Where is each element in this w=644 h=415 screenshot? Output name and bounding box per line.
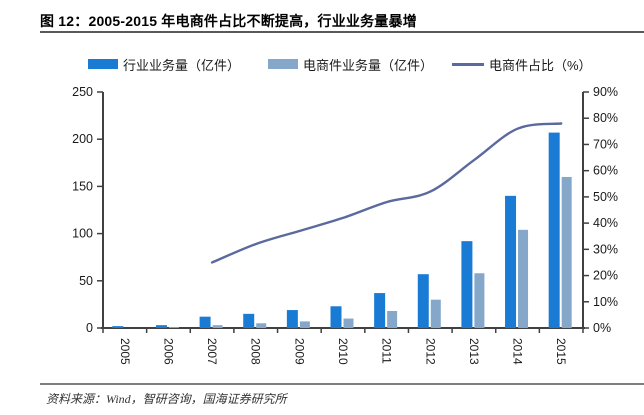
bar-industry (199, 316, 211, 328)
right-axis-tick-label: 30% (593, 242, 618, 256)
x-axis-category-label: 2008 (249, 338, 263, 365)
legend-swatch-ecommerce-share-line (452, 62, 484, 66)
bar-industry (505, 195, 517, 328)
source-note: 资料来源：Wind，智研咨询，国海证券研究所 (46, 392, 287, 406)
footer-divider (40, 383, 644, 385)
x-axis-category-label: 2006 (161, 338, 175, 365)
left-axis-tick-label: 50 (79, 274, 93, 288)
bar-industry (548, 132, 560, 328)
bar-ecommerce (518, 229, 529, 328)
legend-item-industry-volume: 行业业务量（亿件） (88, 56, 241, 73)
x-axis-category-label: 2011 (380, 338, 394, 364)
x-axis-category-label: 2007 (205, 338, 219, 365)
right-axis-tick-label: 10% (593, 295, 618, 309)
left-axis-tick-label: 100 (72, 227, 93, 241)
bar-industry (417, 274, 429, 328)
chart-legend: 行业业务量（亿件） 电商件业务量（亿件） 电商件占比（%） (0, 56, 644, 73)
bar-ecommerce (561, 176, 572, 328)
bar-industry (461, 241, 473, 328)
bar-industry (112, 326, 124, 328)
left-axis-tick-label: 200 (72, 132, 93, 146)
legend-label: 电商件业务量（亿件） (303, 57, 434, 73)
right-axis-tick-label: 90% (593, 85, 618, 99)
right-axis-tick-label: 20% (593, 269, 618, 283)
x-axis-category-label: 2015 (554, 338, 568, 365)
legend-label: 行业业务量（亿件） (123, 57, 241, 73)
bar-industry (374, 293, 386, 328)
bar-ecommerce (430, 299, 441, 328)
right-axis-tick-label: 80% (593, 111, 618, 125)
bar-ecommerce (168, 327, 179, 328)
bar-industry (155, 325, 167, 328)
x-axis-category-label: 2014 (511, 338, 525, 365)
bar-ecommerce (212, 325, 223, 328)
x-axis-category-label: 2012 (423, 338, 437, 365)
left-axis-tick-label: 0 (86, 321, 93, 335)
right-axis-tick-label: 0% (593, 321, 611, 335)
legend-swatch-ecommerce-volume (268, 59, 298, 69)
x-axis-category-label: 2009 (292, 338, 306, 365)
legend-swatch-industry-volume (88, 59, 118, 69)
bar-ecommerce (256, 323, 267, 328)
bar-industry (243, 313, 255, 328)
figure-title: 图 12：2005-2015 年电商件占比不断提高，行业业务量暴增 (40, 13, 417, 29)
x-axis-category-label: 2010 (336, 338, 350, 365)
bar-industry (286, 310, 298, 328)
left-axis-tick-label: 150 (72, 179, 93, 193)
title-divider (40, 31, 644, 33)
legend-item-ecommerce-share: 电商件占比（%） (452, 56, 592, 73)
legend-label: 电商件占比（%） (489, 57, 592, 73)
left-axis-tick-label: 250 (72, 85, 93, 99)
bar-ecommerce (299, 321, 310, 328)
x-axis-category-label: 2005 (118, 338, 132, 365)
right-axis-tick-label: 50% (593, 190, 618, 204)
right-axis-tick-label: 60% (593, 164, 618, 178)
right-axis-tick-label: 40% (593, 216, 618, 230)
right-axis-tick-label: 70% (593, 137, 618, 151)
ecommerce-share-line (210, 122, 563, 264)
bar-ecommerce (474, 273, 485, 328)
bar-ecommerce (387, 311, 398, 328)
bar-industry (330, 306, 342, 328)
bar-ecommerce (343, 318, 354, 328)
x-axis-category-label: 2013 (467, 338, 481, 365)
legend-item-ecommerce-volume: 电商件业务量（亿件） (268, 56, 434, 73)
